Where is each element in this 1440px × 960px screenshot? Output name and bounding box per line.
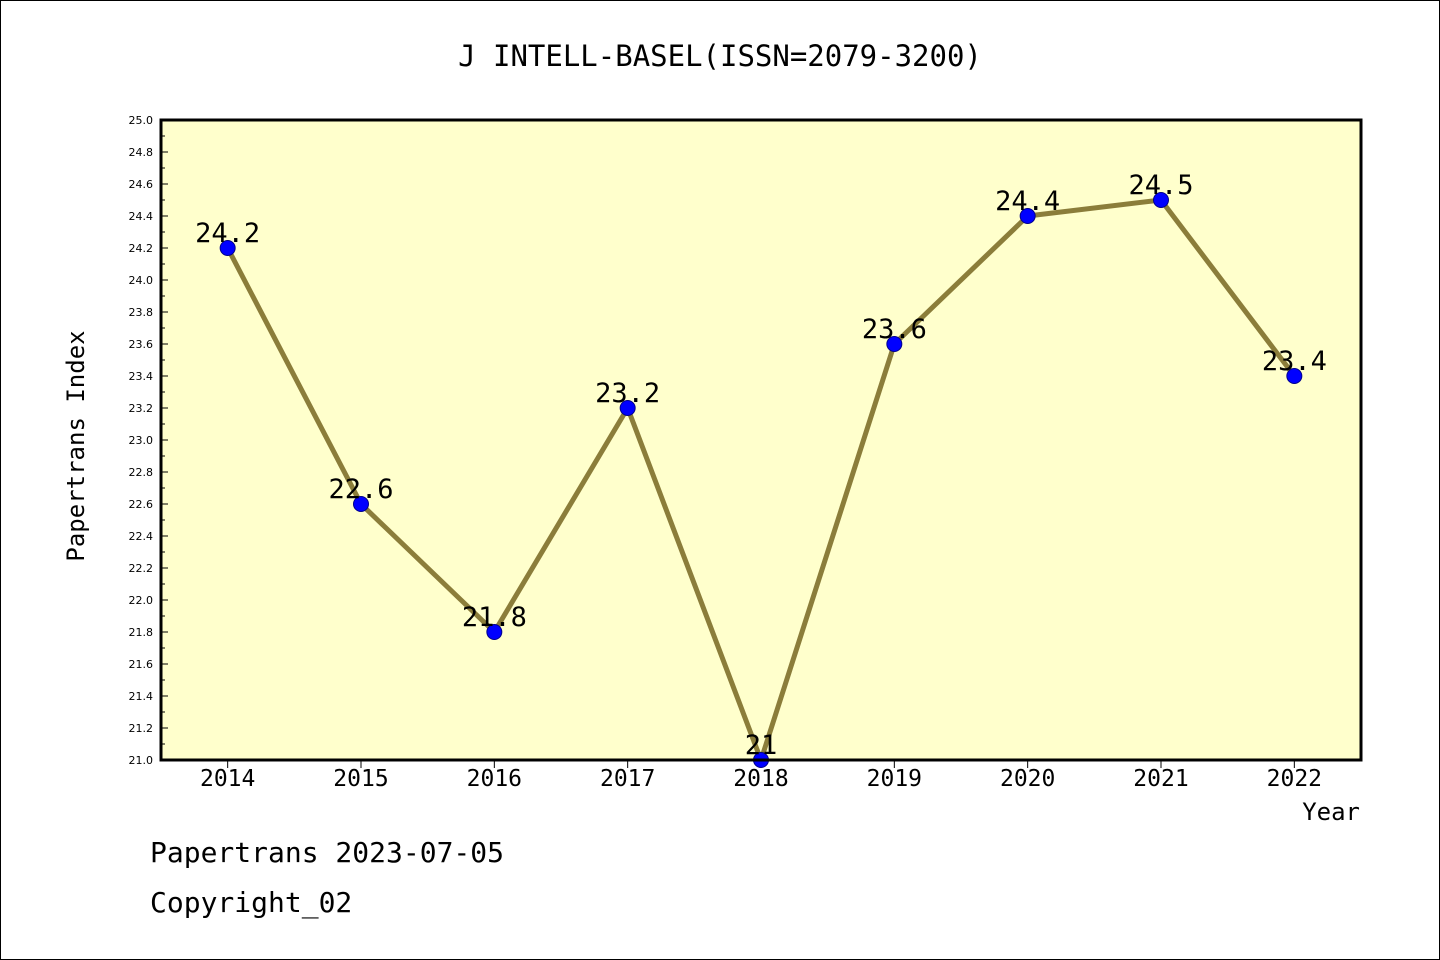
y-tick-label: 21.8 (129, 626, 154, 639)
y-tick-label: 25.0 (129, 114, 154, 127)
y-tick-label: 21.4 (129, 690, 154, 703)
data-point-marker (1286, 368, 1303, 384)
x-tick-label: 2016 (467, 766, 522, 792)
data-label: 23.2 (595, 378, 660, 409)
x-tick-label: 2022 (1267, 766, 1322, 792)
y-tick-label: 22.4 (129, 530, 154, 543)
footer-date: Papertrans 2023-07-05 (150, 836, 505, 869)
y-axis-label: Papertrans Index (62, 330, 90, 561)
y-tick-label: 22.0 (129, 594, 154, 607)
y-tick-label: 23.2 (129, 402, 154, 415)
data-label: 23.4 (1262, 346, 1327, 377)
data-point-marker (1153, 192, 1169, 208)
y-tick-label: 24.0 (129, 274, 154, 287)
y-axis: 21.0 21.2 21.4 21.6 21.8 22.0 22.2 22.4 22.6 22.8… (129, 114, 168, 767)
data-point-marker (353, 496, 369, 512)
y-tick-label: 21.0 (129, 754, 154, 767)
x-tick-label: 2020 (1000, 766, 1055, 792)
y-tick-label: 23.0 (129, 434, 154, 447)
y-tick-label: 21.2 (129, 722, 154, 735)
y-tick-label: 24.2 (129, 242, 154, 255)
data-label: 24.2 (195, 218, 260, 249)
series-line: 24.2 22.6 21.8 23.2 21 23.6 24.4 24.5 23.4 (195, 170, 1327, 768)
x-tick-label: 2019 (867, 766, 922, 792)
y-tick-label: 23.6 (129, 338, 154, 351)
data-label: 24.4 (995, 186, 1060, 217)
y-tick-label: 21.6 (129, 658, 154, 671)
x-tick-label: 2018 (733, 766, 788, 792)
data-label: 24.5 (1128, 170, 1193, 201)
y-tick-label: 23.8 (129, 306, 154, 319)
footer-copyright: Copyright_02 (150, 886, 353, 919)
data-point-marker (619, 400, 636, 416)
data-label: 21 (745, 730, 778, 761)
chart-title: J INTELL-BASEL(ISSN=2079-3200) (458, 39, 982, 73)
x-tick-label: 2017 (600, 766, 655, 792)
y-tick-label: 22.2 (129, 562, 154, 575)
x-tick-label: 2014 (200, 766, 255, 792)
data-point-marker (1019, 208, 1036, 224)
x-axis: 2014 2015 2016 2017 2018 2019 2020 2021 2022 (200, 760, 1322, 792)
y-tick-label: 24.8 (129, 146, 154, 159)
data-point-marker (486, 624, 503, 640)
y-tick-label: 24.6 (129, 178, 154, 191)
plot-area (161, 120, 1361, 760)
y-tick-label: 22.8 (129, 466, 154, 479)
data-point-marker (219, 240, 236, 256)
x-axis-label: Year (1302, 798, 1360, 826)
data-label: 21.8 (462, 602, 527, 633)
data-label: 23.6 (862, 314, 927, 345)
x-tick-label: 2021 (1133, 766, 1188, 792)
x-tick-label: 2015 (333, 766, 388, 792)
data-point-marker (886, 336, 903, 352)
y-tick-label: 22.6 (129, 498, 154, 511)
plot-border (159, 118, 1363, 762)
y-tick-label: 23.4 (129, 370, 154, 383)
data-label: 22.6 (328, 474, 393, 505)
y-tick-label: 24.4 (129, 210, 154, 223)
